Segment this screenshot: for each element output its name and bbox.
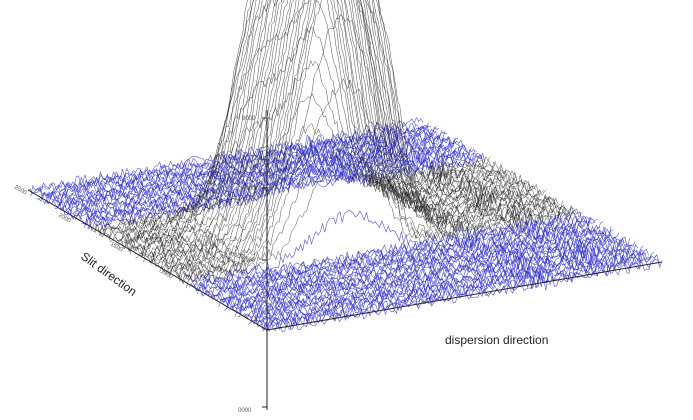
dispersion-axis — [267, 262, 662, 330]
trace-28 — [103, 0, 498, 237]
trace-48 — [157, 0, 552, 269]
trace-44 — [146, 0, 541, 263]
trace-47 — [154, 0, 549, 264]
z-tick-label-4000: 4000 — [242, 186, 256, 192]
slit-axis-label: Slit direction — [78, 249, 139, 299]
z-tick-label-0000: 0000 — [238, 408, 252, 414]
dispersion-axis-label: dispersion direction — [445, 333, 548, 347]
z-tick-label-2000: 2000 — [242, 258, 256, 264]
slit-tick-label-2500: 2500 — [13, 185, 28, 197]
trace-71 — [219, 229, 614, 307]
trace-27 — [101, 27, 496, 237]
z-tick-label-6000: 6000 — [242, 116, 256, 122]
slit-tick-label-1500: 1500 — [109, 242, 124, 254]
trace-49 — [160, 0, 555, 272]
trace-42 — [141, 0, 536, 258]
